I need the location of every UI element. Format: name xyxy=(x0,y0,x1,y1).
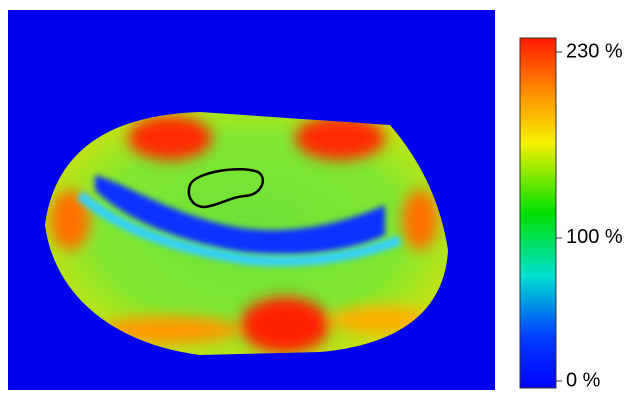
tick-label: 100 % xyxy=(566,226,623,248)
tick-label: 0 % xyxy=(566,369,601,391)
colorbar xyxy=(520,38,556,388)
tick-label: 230 % xyxy=(566,40,623,62)
figure: 0 % 100 % 230 % xyxy=(0,0,631,405)
page: 0 %100 %230 % (() => { const data = JSON… xyxy=(0,0,631,405)
